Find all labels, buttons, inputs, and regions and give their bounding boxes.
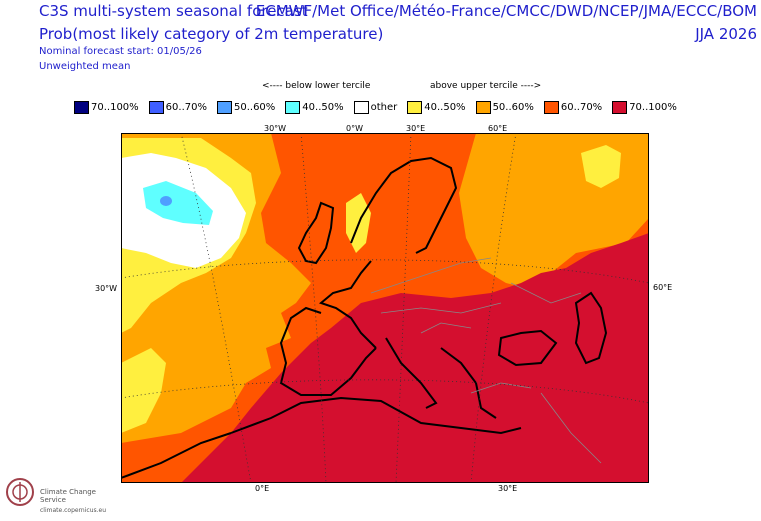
legend-label: 50..60%: [492, 102, 534, 113]
legend-swatch: [216, 101, 232, 114]
forecast-start-date: Nominal forecast start: 01/05/26: [39, 46, 202, 57]
tick-top-0w: 0°W: [346, 124, 363, 133]
legend-swatch: [353, 101, 369, 114]
legend-item: 60..70%: [148, 101, 207, 114]
coastline-northwest-africa: [121, 432, 232, 479]
legend-item: 50..60%: [216, 101, 276, 114]
legend-label: 60..70%: [560, 102, 603, 113]
legend-swatch: [475, 101, 491, 114]
legend-above-label: above upper tercile ---->: [430, 81, 542, 91]
mean-type: Unweighted mean: [39, 61, 131, 72]
legend-label: 40..50%: [424, 102, 466, 113]
coastline-caspian: [574, 291, 608, 365]
legend-swatch: [543, 101, 559, 114]
tick-top-30w: 30°W: [264, 124, 287, 133]
legend-item: 40..50%: [285, 101, 344, 114]
coastline-black-sea: [497, 329, 558, 367]
legend-item: 70..100%: [612, 101, 677, 114]
tick-bottom-0e: 0°E: [255, 484, 270, 493]
color-legend: 70..100% 60..70% 50..60% 40..50% other 4…: [74, 101, 687, 114]
legend-label: 70..100%: [629, 102, 677, 113]
dark-red-south-area: [181, 233, 649, 483]
coastline-balkans: [440, 347, 497, 419]
tick-top-60e: 60°E: [488, 124, 508, 133]
legend-item: 40..50%: [407, 101, 466, 114]
legend-swatch: [74, 101, 89, 114]
legend-item: other: [353, 101, 398, 114]
map-frame: [121, 133, 649, 483]
tick-left-30w: 30°W: [95, 284, 118, 293]
legend-swatch: [612, 101, 628, 114]
graticule: [121, 133, 649, 483]
coastline-scandinavia: [350, 156, 458, 254]
coastline-western-europe: [318, 260, 377, 349]
legend-label: 60..70%: [165, 102, 207, 113]
tick-right-60e: 60°E: [653, 283, 673, 292]
yellow-northeast-patch: [581, 145, 621, 188]
legend-label: 70..100%: [91, 102, 139, 113]
legend-label: 40..50%: [302, 102, 344, 113]
tick-bottom-30e: 30°E: [498, 484, 518, 493]
legend-label: other: [370, 102, 398, 113]
legend-swatch: [148, 101, 164, 114]
cyan-patch: [143, 181, 213, 225]
copernicus-logo: Climate Change Service climate.copernicu…: [5, 474, 115, 516]
legend-item: 50..60%: [475, 101, 534, 114]
legend-item: 60..70%: [543, 101, 603, 114]
border-lines: [370, 257, 602, 464]
logo-url: climate.copernicus.eu: [40, 507, 107, 514]
blue-patch: [160, 196, 172, 206]
legend-label: 50..60%: [233, 102, 276, 113]
yellow-south-atlantic-area: [121, 348, 166, 433]
map-subtitle: Prob(most likely category of 2m temperat…: [39, 25, 384, 43]
legend-swatch: [407, 101, 423, 114]
probability-map: [121, 133, 649, 483]
logo-emblem-icon: [6, 478, 34, 506]
coastline-iberia: [279, 306, 377, 396]
legend-item: 70..100%: [74, 101, 139, 114]
forecast-season: JJA 2026: [695, 25, 757, 43]
logo-name: Climate Change Service: [40, 488, 96, 504]
forecast-systems: ECMWF/Met Office/Météo-France/CMCC/DWD/N…: [255, 2, 757, 20]
tick-top-30e: 30°E: [406, 124, 426, 133]
coastline-british-isles: [297, 201, 335, 265]
legend-below-label: <---- below lower tercile: [262, 81, 371, 91]
coastline-north-africa: [230, 396, 522, 435]
legend-swatch: [285, 101, 301, 114]
map-title: C3S multi-system seasonal forecast: [39, 2, 308, 20]
coastline-italy: [385, 337, 438, 409]
